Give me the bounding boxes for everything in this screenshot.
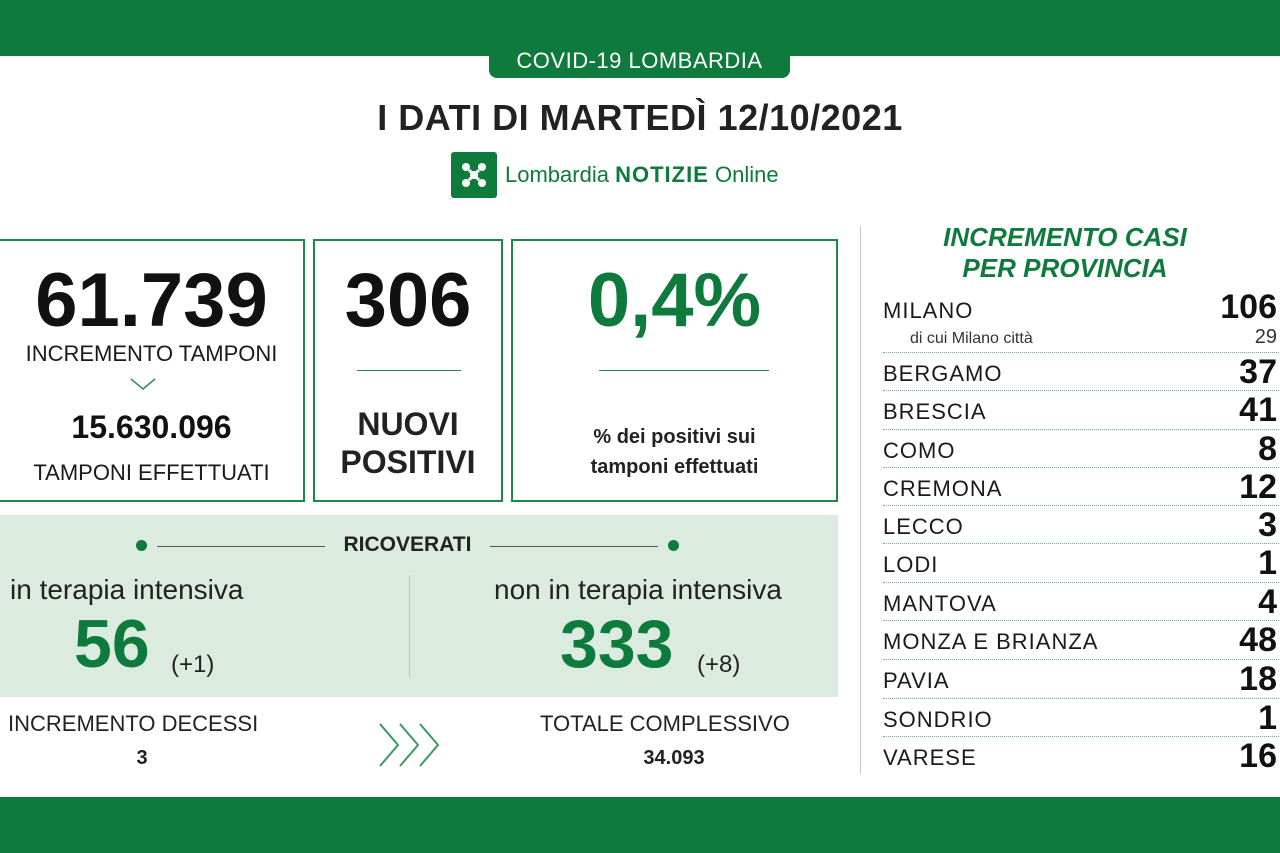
province-name: SONDRIO <box>883 707 993 732</box>
brand-logo: Lombardia NOTIZIE Online <box>451 152 779 198</box>
province-name: BERGAMO <box>883 361 1003 386</box>
province-row-sondrio: SONDRIO 1 <box>883 698 1279 737</box>
tamponi-increment-value: 61.739 <box>35 258 268 343</box>
province-title-line-2: PER PROVINCIA <box>962 253 1168 283</box>
province-value: 4 <box>1258 583 1277 621</box>
non-terapia-intensiva-label: non in terapia intensiva <box>494 574 782 605</box>
nuovi-positivi-label-1: NUOVI <box>357 406 459 442</box>
province-row-cremona: CREMONA 12 <box>883 467 1279 506</box>
tamponi-increment-label: INCREMENTO TAMPONI <box>25 341 278 366</box>
milano-citta-label: di cui Milano città <box>910 330 1033 347</box>
province-name: CREMONA <box>883 476 1003 501</box>
percentuale-card: 0,4% % dei positivi sui tamponi effettua… <box>511 239 838 502</box>
terapia-intensiva-delta: (+1) <box>171 651 215 678</box>
terapia-intensiva-value: 56 <box>74 606 150 682</box>
province-value: 37 <box>1239 353 1277 391</box>
decessi-label: INCREMENTO DECESSI <box>8 711 259 736</box>
triple-chevron-right-icon <box>379 723 440 767</box>
province-name: VARESE <box>883 745 977 770</box>
positivity-rate-label-2: tamponi effettuati <box>590 456 759 478</box>
province-value: 18 <box>1239 660 1277 698</box>
divider <box>357 370 461 371</box>
tamponi-card: 61.739 INCREMENTO TAMPONI 15.630.096 TAM… <box>0 239 305 502</box>
logo-word-lombardia: Lombardia <box>505 162 609 187</box>
province-value: 12 <box>1239 468 1277 506</box>
province-name: LECCO <box>883 514 964 539</box>
totale-complessivo-value: 34.093 <box>643 747 705 769</box>
province-row-mantova: MANTOVA 4 <box>883 582 1279 621</box>
province-row-pavia: PAVIA 18 <box>883 659 1279 699</box>
province-row-varese: VARESE 16 <box>883 736 1279 775</box>
decessi-value: 3 <box>136 747 148 769</box>
totale-complessivo-label: TOTALE COMPLESSIVO <box>540 711 790 736</box>
province-row-como: COMO 8 <box>883 429 1279 468</box>
bullet-dot <box>136 540 147 551</box>
tamponi-total-value: 15.630.096 <box>71 409 232 445</box>
non-terapia-intensiva-value: 333 <box>560 606 674 682</box>
logo-word-notizie: NOTIZIE <box>615 162 709 187</box>
province-value: 1 <box>1258 544 1277 582</box>
divider <box>599 370 769 371</box>
column-divider <box>409 575 410 677</box>
province-value: 3 <box>1258 506 1277 544</box>
province-value: 48 <box>1239 621 1277 659</box>
province-value: 16 <box>1239 737 1277 775</box>
positivity-rate-label-1: % dei positivi sui <box>593 426 756 448</box>
region-badge: COVID-19 LOMBARDIA <box>489 46 790 78</box>
province-row-brescia: BRESCIA 41 <box>883 390 1279 430</box>
province-row-milano: MILANO 106 di cui Milano città 29 <box>883 288 1279 353</box>
ricoverati-title: RICOVERATI <box>343 533 472 556</box>
province-value: 106 <box>1220 288 1277 326</box>
logo-wordmark: Lombardia NOTIZIE Online <box>505 162 779 188</box>
nuovi-positivi-value: 306 <box>344 258 472 343</box>
province-row-bergamo: BERGAMO 37 <box>883 352 1279 391</box>
nuovi-positivi-card: 306 NUOVI POSITIVI <box>313 239 503 502</box>
tamponi-total-label: TAMPONI EFFETTUATI <box>33 460 270 485</box>
chevron-down-icon <box>130 378 156 390</box>
non-terapia-intensiva-delta: (+8) <box>697 651 741 678</box>
section-divider <box>860 226 861 774</box>
divider <box>157 546 325 547</box>
positivity-rate-value: 0,4% <box>587 258 762 343</box>
province-title-line-1: INCREMENTO CASI <box>943 222 1187 252</box>
lombardia-rose-icon <box>451 152 497 198</box>
province-name: PAVIA <box>883 668 950 693</box>
province-name: MILANO <box>883 298 974 323</box>
province-row-lodi: LODI 1 <box>883 543 1279 583</box>
logo-word-online: Online <box>714 162 779 187</box>
province-name: MANTOVA <box>883 591 997 616</box>
province-value: 41 <box>1239 391 1277 429</box>
province-name: COMO <box>883 438 956 463</box>
page-title: I DATI DI MARTEDÌ 12/10/2021 <box>377 97 903 138</box>
bullet-dot <box>668 540 679 551</box>
bottom-band <box>0 797 1280 853</box>
province-name: LODI <box>883 552 939 577</box>
province-name: BRESCIA <box>883 399 987 424</box>
province-value: 8 <box>1258 430 1277 468</box>
province-name: MONZA E BRIANZA <box>883 629 1099 654</box>
province-row-lecco: LECCO 3 <box>883 505 1279 544</box>
province-value: 1 <box>1258 699 1277 737</box>
nuovi-positivi-label-2: POSITIVI <box>340 444 476 480</box>
divider <box>490 546 658 547</box>
province-row-monza-brianza: MONZA E BRIANZA 48 <box>883 620 1279 660</box>
province-title: INCREMENTO CASI PER PROVINCIA <box>900 222 1230 284</box>
terapia-intensiva-label: in terapia intensiva <box>10 574 244 605</box>
milano-citta-value: 29 <box>1254 326 1277 348</box>
